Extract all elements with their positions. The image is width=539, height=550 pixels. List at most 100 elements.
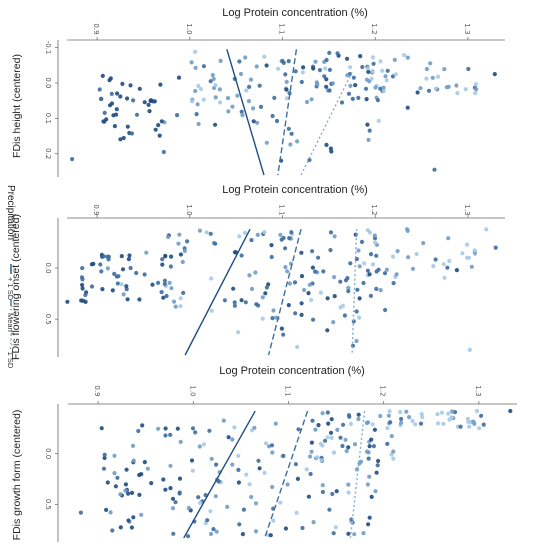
data-point [340, 303, 345, 308]
data-point [310, 265, 315, 270]
data-point [287, 91, 292, 96]
data-point [357, 461, 362, 466]
data-point [388, 420, 393, 425]
data-point [161, 149, 166, 155]
data-point [287, 281, 292, 286]
data-point [140, 423, 145, 428]
data-point [313, 427, 318, 432]
data-point [477, 426, 482, 431]
data-point [484, 227, 489, 232]
data-point [213, 122, 218, 127]
y-tick-label: 0.0 [44, 448, 52, 459]
data-point [118, 137, 123, 142]
data-point [208, 509, 213, 514]
data-point [295, 344, 300, 349]
data-point [473, 91, 478, 96]
data-point [299, 312, 304, 317]
data-point [389, 434, 394, 439]
data-point [370, 68, 375, 74]
data-point [131, 458, 136, 463]
data-point [324, 57, 329, 63]
data-point [281, 453, 286, 458]
data-point [325, 410, 330, 415]
data-point [247, 84, 252, 89]
legend-entries: + 1 SD Mean - 1 SD [6, 264, 15, 369]
data-point [359, 239, 365, 244]
data-point [415, 90, 420, 95]
data-point [137, 492, 142, 497]
data-point [431, 264, 436, 269]
data-point [281, 60, 286, 65]
data-point [214, 529, 219, 534]
data-point [189, 60, 194, 65]
data-point [80, 282, 85, 288]
data-point [211, 76, 216, 82]
data-point [380, 68, 385, 73]
data-point [175, 113, 180, 118]
data-point [421, 241, 426, 246]
data-point [196, 83, 201, 88]
data-point [390, 254, 396, 259]
x-tick-label: 1.2 [379, 385, 387, 396]
data-point [190, 426, 196, 431]
data-point [360, 64, 365, 70]
data-point [460, 251, 465, 256]
data-point [328, 248, 333, 253]
data-point [283, 526, 288, 531]
data-point [471, 419, 476, 424]
data-point [342, 313, 347, 318]
data-point [226, 109, 231, 114]
data-point [195, 102, 200, 107]
data-point [335, 51, 340, 56]
data-point [193, 430, 198, 435]
data-point [264, 285, 269, 290]
data-point [465, 255, 470, 260]
data-point [316, 423, 321, 428]
data-point [197, 500, 203, 505]
data-point [101, 254, 106, 259]
fit-line-dotted [351, 229, 358, 356]
data-point [237, 234, 242, 239]
data-point [327, 507, 332, 512]
data-point [378, 413, 383, 419]
data-point [114, 107, 119, 112]
data-point [159, 290, 164, 295]
data-point [243, 300, 248, 305]
data-point [127, 253, 132, 258]
data-point [114, 112, 119, 117]
data-point [270, 484, 275, 490]
data-point [339, 100, 345, 105]
y-tick-label: 0.0 [44, 77, 52, 88]
data-point [99, 269, 104, 274]
data-point [407, 415, 412, 420]
data-point [283, 246, 288, 251]
data-point [121, 292, 126, 297]
data-point [346, 482, 351, 487]
data-point [270, 316, 275, 321]
data-point [221, 418, 226, 423]
data-point [286, 303, 291, 308]
data-point [365, 420, 371, 425]
data-point [296, 427, 301, 432]
data-point [123, 488, 128, 493]
data-point [100, 73, 105, 78]
data-point [346, 531, 351, 536]
data-point [306, 291, 311, 296]
data-point [371, 444, 376, 449]
data-point [405, 227, 410, 232]
data-point [150, 282, 155, 287]
data-point [288, 142, 293, 147]
data-point [254, 64, 259, 69]
data-point [139, 512, 144, 517]
data-point [329, 149, 334, 154]
data-point [372, 240, 378, 245]
panel-height-fit-lines [226, 49, 353, 176]
data-point [370, 422, 375, 427]
data-point [454, 268, 459, 273]
data-point [474, 87, 479, 92]
data-point [252, 425, 257, 430]
data-point [317, 68, 322, 73]
data-point [169, 286, 174, 291]
data-point [331, 531, 336, 536]
data-point [107, 78, 112, 83]
